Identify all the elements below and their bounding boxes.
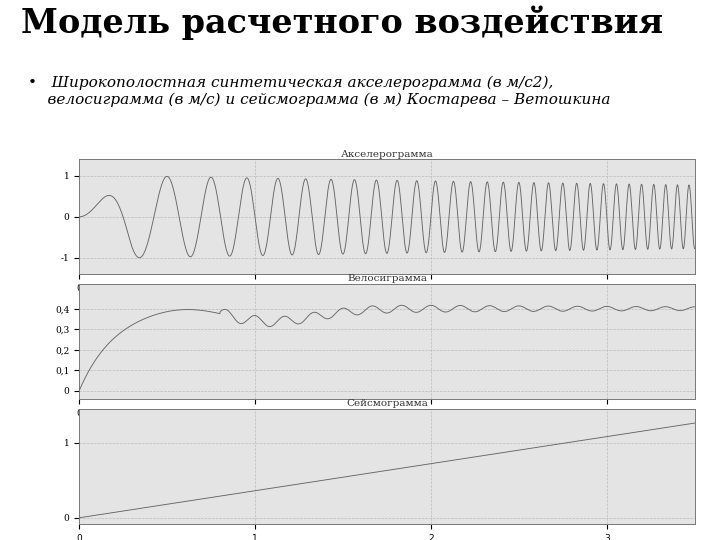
X-axis label: время    t, с: время t, с [356,296,418,305]
Title: Акселерограмма: Акселерограмма [341,150,433,159]
Title: Велосиграмма: Велосиграмма [347,274,427,284]
X-axis label: время    t, с: время t, с [356,421,418,429]
Text: •   Широкополостная синтетическая акселерограмма (в м/с2),
    велосиграмма (в м: • Широкополостная синтетическая акселеро… [28,76,611,107]
Text: Модель расчетного воздействия: Модель расчетного воздействия [22,5,663,40]
Title: Сейсмограмма: Сейсмограмма [346,399,428,408]
